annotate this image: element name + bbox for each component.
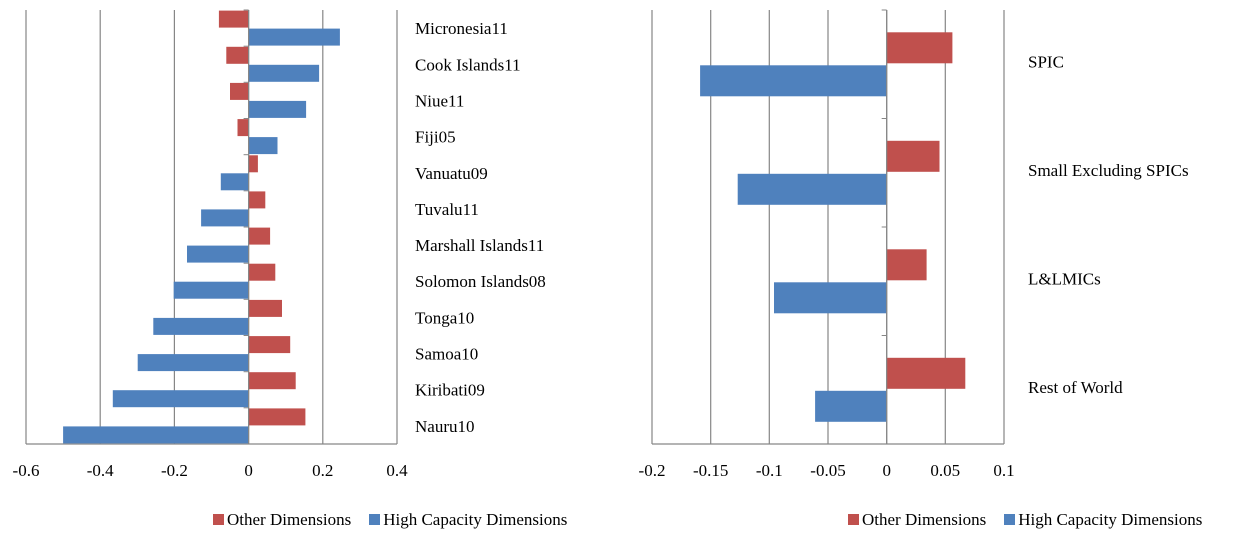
category-label: Marshall Islands11 (415, 236, 544, 255)
bar-high (815, 390, 887, 422)
bar-high (137, 354, 249, 372)
x-tick-label: 0.1 (993, 461, 1014, 480)
category-label: Solomon Islands08 (415, 272, 546, 291)
bar-other (248, 155, 258, 173)
category-label: Small Excluding SPICs (1028, 161, 1189, 180)
bar-other (248, 227, 271, 245)
right-chart: -0.2 -0.15 -0.1 -0.05 0 0.05 0.1 SPIC Small Excl… (639, 9, 1189, 480)
bar-high (248, 28, 340, 46)
bar-other (248, 299, 282, 317)
left-legend: Other Dimensions High Capacity Dimensions (213, 510, 585, 530)
x-tick-label: 0 (244, 461, 253, 480)
category-label: Samoa10 (415, 345, 478, 364)
bar-other (248, 408, 306, 426)
legend-item-high: High Capacity Dimensions (1004, 510, 1202, 530)
bar-other (230, 82, 249, 100)
legend-swatch-other (213, 514, 224, 525)
legend-item-other: Other Dimensions (848, 510, 986, 530)
bar-high (220, 173, 249, 191)
bar-high (737, 173, 887, 205)
bar-other (226, 46, 249, 64)
category-label: Tonga10 (415, 308, 474, 327)
bar-other (886, 140, 940, 172)
bar-other (886, 357, 966, 389)
category-label: Fiji05 (415, 128, 456, 147)
legend-label-high: High Capacity Dimensions (1018, 510, 1203, 529)
bar-high (248, 64, 320, 82)
legend-label-other: Other Dimensions (862, 510, 987, 529)
right-legend: Other Dimensions High Capacity Dimensions (848, 510, 1220, 530)
category-label: Kiribati09 (415, 381, 485, 400)
bar-other (248, 336, 291, 354)
x-tick-label: -0.6 (13, 461, 40, 480)
legend-swatch-high (1004, 514, 1016, 525)
bar-other (886, 32, 953, 64)
x-tick-label: 0.4 (386, 461, 408, 480)
x-tick-label: 0 (882, 461, 891, 480)
legend-item-other: Other Dimensions (213, 510, 351, 530)
bar-other (886, 249, 927, 281)
x-tick-label: -0.2 (639, 461, 666, 480)
x-tick-label: 0.2 (312, 461, 333, 480)
category-label: Niue11 (415, 91, 464, 110)
legend-item-high: High Capacity Dimensions (369, 510, 567, 530)
category-label: Tuvalu11 (415, 200, 479, 219)
bar-high (248, 100, 307, 118)
left-chart: -0.6 -0.4 -0.2 0 0.2 0.4 Micronesia11 Cook Isla… (13, 9, 546, 480)
bar-high (153, 317, 249, 335)
legend-swatch-other (848, 514, 859, 525)
category-label: Rest of World (1028, 378, 1123, 397)
x-tick-label: 0.05 (930, 461, 960, 480)
bar-other (248, 191, 266, 209)
x-tick-label: -0.4 (87, 461, 114, 480)
legend-swatch-high (369, 514, 381, 525)
category-label: Cook Islands11 (415, 55, 521, 74)
legend-label-other: Other Dimensions (227, 510, 352, 529)
bar-high (112, 390, 249, 408)
x-tick-label: -0.15 (693, 461, 728, 480)
bar-high (187, 245, 249, 263)
category-label: SPIC (1028, 52, 1064, 71)
bar-high (63, 426, 249, 444)
bar-high (173, 281, 249, 299)
bar-other (237, 119, 249, 137)
category-label: Micronesia11 (415, 19, 508, 38)
x-tick-label: -0.05 (810, 461, 845, 480)
bar-high (774, 282, 887, 314)
bar-other (248, 263, 276, 281)
category-label: Vanuatu09 (415, 164, 488, 183)
x-tick-label: -0.1 (756, 461, 783, 480)
bar-other (218, 10, 249, 28)
category-label: L&LMICs (1028, 269, 1101, 288)
bar-high (201, 209, 249, 227)
bar-high (248, 137, 278, 155)
bar-other (248, 372, 296, 390)
bar-high (700, 65, 887, 97)
category-label: Nauru10 (415, 417, 474, 436)
legend-label-high: High Capacity Dimensions (383, 510, 568, 529)
x-tick-label: -0.2 (161, 461, 188, 480)
